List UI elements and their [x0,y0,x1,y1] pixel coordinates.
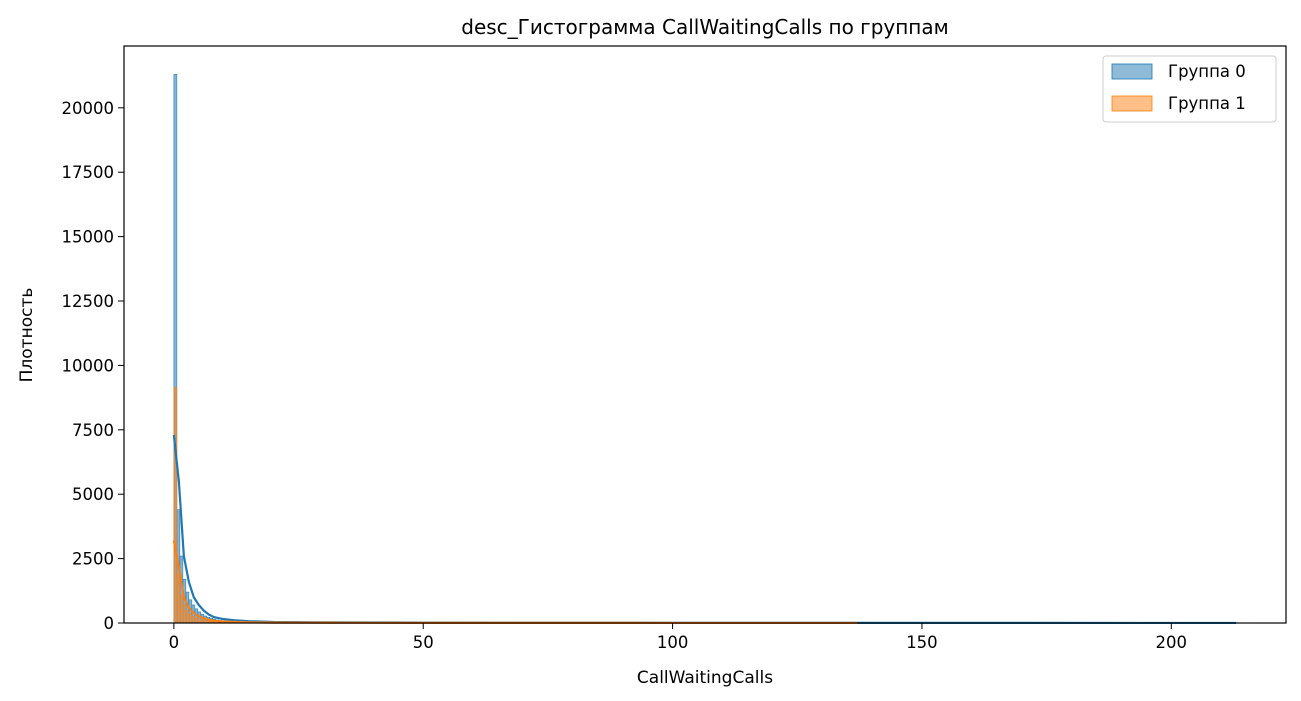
y-tick-label: 10000 [62,356,115,375]
y-tick-label: 12500 [62,292,115,311]
x-tick-label: 200 [1156,633,1188,652]
y-axis-label: Плотность [17,288,37,383]
y-tick-label: 7500 [72,421,114,440]
legend-label-group-1: Группа 1 [1168,94,1246,113]
histogram-bar [173,387,178,624]
histogram-bar [194,617,199,624]
y-tick-label: 17500 [62,163,115,182]
y-axis: 0 2500 5000 7500 10000 12500 15000 17500 20000 [62,99,124,633]
legend-swatch-group-1 [1111,95,1153,112]
plot-frame [123,45,1287,624]
kde-line-series-1 [172,540,858,625]
y-tick-label: 5000 [72,485,114,504]
x-tick-label: 150 [906,633,938,652]
x-axis-label: CallWaitingCalls [637,668,773,688]
legend-label-group-0: Группа 0 [1168,62,1246,81]
y-tick-label: 2500 [72,550,114,569]
histogram-bar [179,594,184,624]
histogram-bar [188,613,193,624]
histogram-bar [191,615,196,624]
x-tick-label: 0 [169,633,180,652]
x-tick-label: 50 [413,633,434,652]
x-axis: 0 50 100 150 200 [169,623,1187,652]
plot-area [172,74,1237,625]
chart-title: desc_Гистограмма CallWaitingCalls по гру… [461,15,948,39]
kde-line-series-0 [172,434,1237,625]
histogram-bar [176,573,181,624]
x-tick-label: 100 [657,633,689,652]
legend: Группа 0 Группа 1 [1102,55,1277,123]
legend-swatch-group-0 [1111,63,1153,80]
histogram-bar [185,610,190,624]
y-tick-label: 20000 [62,99,115,118]
y-tick-label: 0 [104,614,115,633]
histogram-bar [182,604,187,624]
y-tick-label: 15000 [62,228,115,247]
